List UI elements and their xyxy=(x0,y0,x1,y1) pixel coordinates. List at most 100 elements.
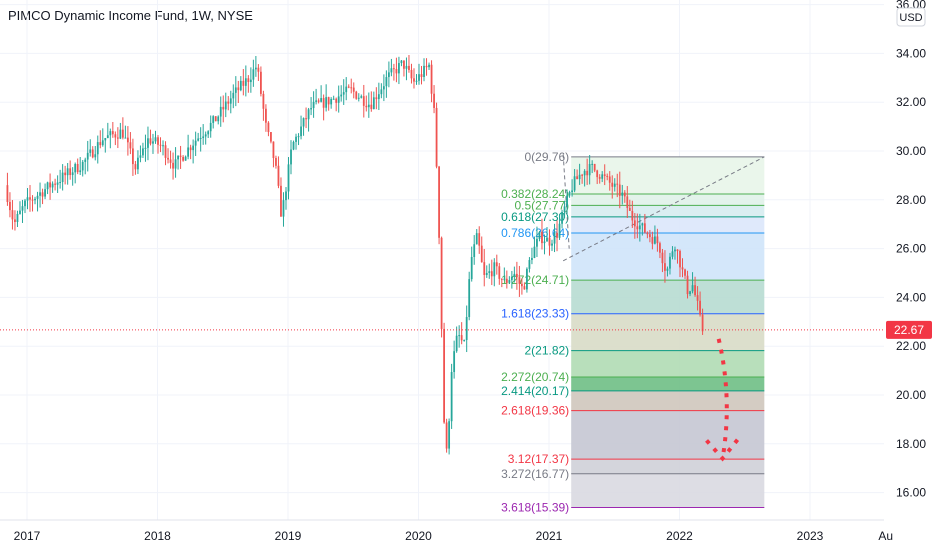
candle-198 xyxy=(503,267,506,281)
candle-61 xyxy=(159,137,162,153)
candle-71 xyxy=(184,155,187,161)
candle-202 xyxy=(513,266,516,283)
candle-208 xyxy=(528,257,531,273)
candle-52 xyxy=(137,150,139,175)
candle-33 xyxy=(89,139,92,157)
candle-28 xyxy=(76,158,79,175)
candle-184 xyxy=(468,271,471,321)
candle-231 xyxy=(586,158,589,185)
candle-260 xyxy=(659,241,661,259)
candle-173 xyxy=(440,236,443,338)
candle-48 xyxy=(126,126,129,156)
candle-219 xyxy=(556,220,558,252)
candle-44 xyxy=(116,127,119,149)
candle-170 xyxy=(433,85,435,114)
candle-230 xyxy=(583,169,586,187)
candle-107 xyxy=(275,155,277,169)
candle-156 xyxy=(398,56,400,85)
price-tick-10: 36.00 xyxy=(896,0,926,12)
candle-132 xyxy=(337,85,340,113)
candle-115 xyxy=(295,133,297,150)
candle-271 xyxy=(686,270,689,299)
price-tick-5: 26.00 xyxy=(896,242,926,256)
candle-124 xyxy=(317,98,320,104)
candle-15 xyxy=(44,183,46,200)
candle-40 xyxy=(106,122,109,139)
candle-160 xyxy=(408,55,410,73)
candle-161 xyxy=(410,63,413,84)
candle-254 xyxy=(643,213,646,234)
candle-19 xyxy=(54,178,57,191)
candle-105 xyxy=(270,132,272,144)
fib-label-2.272: 2.272(20.74) xyxy=(501,370,569,384)
candle-164 xyxy=(418,63,420,85)
candle-226 xyxy=(573,169,576,193)
candle-21 xyxy=(59,169,62,189)
candle-29 xyxy=(79,157,82,176)
candle-106 xyxy=(272,141,275,168)
candle-248 xyxy=(628,199,631,211)
candle-227 xyxy=(576,169,579,180)
candle-157 xyxy=(400,59,403,67)
candle-265 xyxy=(671,246,674,260)
candle-117 xyxy=(300,115,302,140)
candle-180 xyxy=(458,325,461,348)
candle-272 xyxy=(689,290,691,297)
candle-147 xyxy=(375,87,378,110)
fib-label-3.12: 3.12(17.37) xyxy=(508,452,569,466)
candle-152 xyxy=(387,61,390,88)
candle-62 xyxy=(162,140,164,156)
price-tick-6: 28.00 xyxy=(896,193,926,207)
candle-146 xyxy=(372,91,375,110)
candle-263 xyxy=(666,266,669,277)
last-price-badge: 22.67 xyxy=(886,320,932,339)
currency-badge[interactable]: USD xyxy=(896,7,926,27)
fib-label-0.382: 0.382(28.24) xyxy=(501,187,569,201)
candle-66 xyxy=(172,152,174,180)
candle-148 xyxy=(377,82,380,111)
fib-zone-0.5 xyxy=(571,205,765,217)
candle-215 xyxy=(546,227,548,242)
candle-136 xyxy=(347,84,350,89)
fib-label-0.5: 0.5(27.77) xyxy=(514,198,569,212)
candle-120 xyxy=(307,107,310,132)
candle-256 xyxy=(648,229,651,243)
candle-69 xyxy=(179,145,182,169)
candle-187 xyxy=(475,229,478,245)
candle-24 xyxy=(66,162,69,185)
fibonacci-extension-tool[interactable]: 0(29.76) 0.382(28.24)0.5(27.77)0.618(27.3… xyxy=(501,150,765,515)
candle-89 xyxy=(229,90,232,114)
fib-zone-0.382 xyxy=(571,193,765,206)
price-axis[interactable] xyxy=(884,0,932,550)
candle-93 xyxy=(239,76,242,92)
candle-200 xyxy=(508,276,511,284)
candle-190 xyxy=(483,248,486,287)
candle-47 xyxy=(124,125,127,139)
candle-249 xyxy=(631,200,634,228)
candle-176 xyxy=(448,418,451,455)
candle-169 xyxy=(430,60,433,103)
candle-142 xyxy=(362,84,365,118)
candle-273 xyxy=(691,272,694,294)
candle-150 xyxy=(382,74,385,102)
candle-275 xyxy=(696,286,699,311)
candle-178 xyxy=(453,340,456,379)
candle-10 xyxy=(31,195,34,212)
fib-label-2: 2(21.82) xyxy=(524,344,569,358)
candle-193 xyxy=(490,259,493,286)
candle-112 xyxy=(287,157,290,200)
price-axis-ticks: 16.00 18.00 20.00 22.00 24.00 26.00 28.00 30.00… xyxy=(896,0,926,500)
candle-1 xyxy=(9,192,11,218)
candle-101 xyxy=(259,66,262,97)
candle-243 xyxy=(616,173,619,198)
candle-197 xyxy=(500,278,503,288)
candle-274 xyxy=(694,276,696,297)
candle-276 xyxy=(699,291,701,317)
candle-12 xyxy=(36,191,39,212)
candle-7 xyxy=(24,198,26,214)
candle-90 xyxy=(232,84,235,109)
candle-41 xyxy=(109,128,112,149)
time-axis-ticks: 2017 2018 2019 2020 2021 2022 2023 Au xyxy=(0,519,893,543)
candle-65 xyxy=(169,150,172,169)
